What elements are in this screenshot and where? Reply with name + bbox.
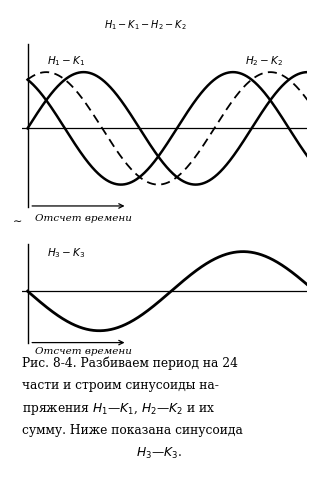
Text: сумму. Ниже показана синусоида: сумму. Ниже показана синусоида [22,424,243,436]
Text: пряжения $H_1 — K_1$, $H_2 — K_2$ и их: пряжения $H_1 — K_1$, $H_2 — K_2$ и их [22,401,215,417]
Text: $H_2-K_2$: $H_2-K_2$ [245,54,283,67]
Text: Отсчет времени: Отсчет времени [35,214,132,223]
Text: части и строим синусоиды на-: части и строим синусоиды на- [22,379,219,391]
Text: $H_1-K_1$: $H_1-K_1$ [47,54,85,67]
Text: ∼: ∼ [13,217,22,227]
Text: Отсчет времени: Отсчет времени [35,348,132,356]
Text: $H_1-K_1-H_2-K_2$: $H_1-K_1-H_2-K_2$ [104,18,187,32]
Text: Рис. 8-4. Разбиваем период на 24: Рис. 8-4. Разбиваем период на 24 [22,356,238,369]
Text: $H_3-K_3$: $H_3-K_3$ [47,247,86,261]
Text: $H_3 — K_3$.: $H_3 — K_3$. [136,446,181,461]
